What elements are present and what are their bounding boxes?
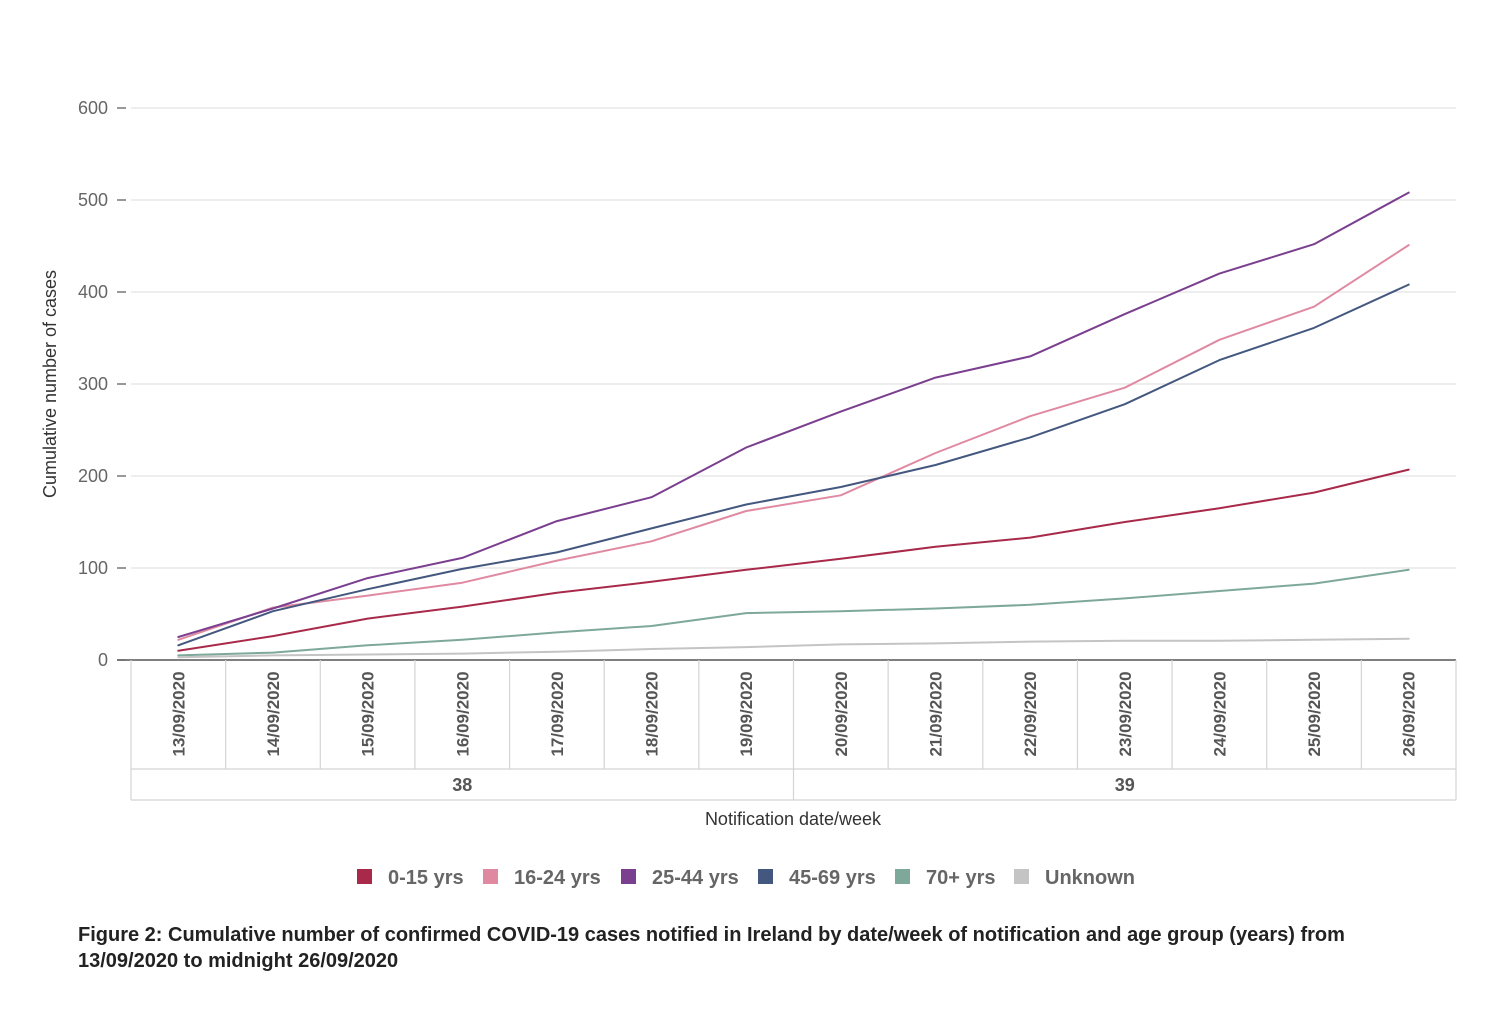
x-tick-label: 20/09/2020 [832,671,851,756]
legend-swatch [758,869,773,884]
y-tick-label: 300 [78,374,108,394]
series-line-25-44-yrs [177,191,1410,638]
series-line-45-69-yrs [177,283,1410,647]
x-tick-label: 16/09/2020 [453,671,472,756]
legend-label: 0-15 yrs [388,867,464,889]
x-tick-label: 22/09/2020 [1021,671,1040,756]
x-tick-label: 18/09/2020 [643,671,662,756]
legend-item[interactable]: 70+ yrs [895,867,996,889]
legend-swatch [483,869,498,884]
legend: 0-15 yrs 16-24 yrs 25-44 yrs 45-69 yrs 70+ y… [357,867,1135,889]
x-tick-label: 19/09/2020 [737,671,756,756]
y-tick-label: 500 [78,190,108,210]
legend-swatch [357,869,372,884]
y-tick-label: 600 [78,98,108,118]
y-tick-label: 100 [78,558,108,578]
y-axis-title: Cumulative number of cases [40,270,60,498]
x-axis: 13/09/2020 14/09/2020 15/09/2020 16/09/2020… [117,659,1457,801]
series-line-0-15-yrs [177,468,1410,652]
legend-item[interactable]: 25-44 yrs [621,867,739,889]
y-tick-label: 200 [78,466,108,486]
week-label: 39 [1115,775,1135,795]
y-tick-label: 0 [98,650,108,670]
legend-item[interactable]: 16-24 yrs [483,867,601,889]
legend-swatch [1014,869,1029,884]
legend-item[interactable]: 0-15 yrs [357,867,464,889]
legend-label: 16-24 yrs [514,867,601,889]
series-line-unknown [177,637,1410,659]
y-tick-label: 400 [78,282,108,302]
series-lines [177,191,1410,659]
legend-item[interactable]: 45-69 yrs [758,867,876,889]
x-tick-label: 26/09/2020 [1400,671,1419,756]
x-tick-label: 21/09/2020 [926,671,945,756]
x-tick-label: 13/09/2020 [169,671,188,756]
x-tick-label: 17/09/2020 [548,671,567,756]
week-label: 38 [452,775,472,795]
legend-swatch [895,869,910,884]
legend-label: 25-44 yrs [652,867,739,889]
y-axis: 0 100 200 300 400 500 600 [78,98,126,670]
series-line-70-yrs [177,568,1410,657]
x-tick-label: 14/09/2020 [264,671,283,756]
legend-label: Unknown [1045,867,1135,889]
gridlines [131,107,1456,569]
x-tick-label: 23/09/2020 [1116,671,1135,756]
legend-item[interactable]: Unknown [1014,867,1135,889]
x-tick-label: 24/09/2020 [1210,671,1229,756]
x-tick-label: 25/09/2020 [1305,671,1324,756]
x-tick-label: 15/09/2020 [359,671,378,756]
figure-caption: Figure 2: Cumulative number of confirmed… [78,924,1345,972]
legend-label: 70+ yrs [926,867,996,889]
legend-label: 45-69 yrs [789,867,876,889]
series-line-16-24-yrs [177,244,1410,641]
legend-swatch [621,869,636,884]
x-axis-title: Notification date/week [705,809,882,829]
